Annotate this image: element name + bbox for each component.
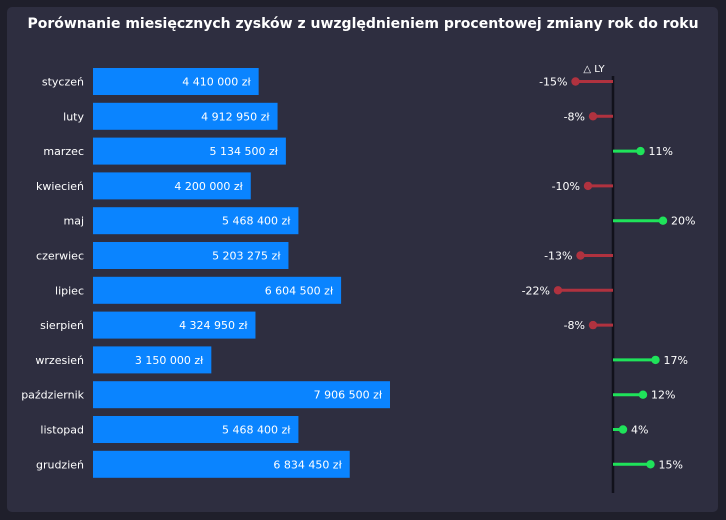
ly-change-point	[588, 320, 598, 330]
ly-change-point	[651, 355, 660, 365]
profit-bar-label: 7 906 500 zł	[314, 389, 383, 402]
ly-legend-label: △ LY	[583, 64, 605, 75]
ly-change-point	[571, 77, 580, 86]
category-label: lipiec	[55, 284, 84, 297]
profit-bar	[93, 102, 278, 130]
profit-bar-label: 5 134 500 zł	[209, 145, 278, 158]
ly-change-point	[618, 425, 628, 434]
ly-change-label: -8%	[564, 319, 585, 332]
profit-bar	[93, 311, 256, 339]
category-label: maj	[63, 215, 84, 228]
category-label: grudzień	[36, 458, 84, 471]
ly-change-point	[588, 112, 598, 121]
chart-title: Porównanie miesięcznych zysków z uwzględ…	[27, 16, 699, 32]
category-label: listopad	[40, 424, 84, 437]
ly-change-label: 17%	[664, 354, 688, 367]
profit-bar-label: 6 834 450 zł	[273, 458, 342, 471]
ly-change-point	[576, 251, 585, 260]
category-label: luty	[63, 110, 84, 123]
ly-change-label: -10%	[552, 180, 580, 193]
ly-change-label: 15%	[659, 458, 683, 471]
profit-bar	[93, 381, 390, 409]
profit-bar-label: 5 468 400 zł	[222, 215, 291, 228]
ly-change-label: -15%	[539, 76, 567, 89]
profit-bar-label: 6 604 500 zł	[265, 284, 334, 297]
profit-bar-label: 5 203 275 zł	[212, 250, 281, 263]
profit-bar-label: 4 200 000 zł	[174, 180, 243, 193]
profit-bar	[93, 346, 212, 374]
category-label: wrzesień	[35, 354, 84, 367]
category-label: kwiecień	[36, 180, 84, 193]
profit-bar	[93, 450, 350, 478]
ly-change-label: -22%	[522, 284, 550, 297]
profit-bar	[93, 207, 299, 235]
profit-bar-label: 4 324 950 zł	[179, 319, 248, 332]
profit-bar	[93, 416, 299, 443]
ly-change-point	[658, 216, 668, 225]
category-label: czerwiec	[36, 250, 84, 263]
profit-bar	[93, 276, 342, 304]
ly-change-label: 11%	[649, 145, 673, 158]
category-label: styczeń	[42, 76, 84, 89]
ly-change-label: -13%	[544, 250, 572, 263]
ly-change-label: 20%	[671, 215, 695, 228]
ly-change-point	[583, 181, 593, 191]
profit-bar-label: 5 468 400 zł	[222, 424, 291, 437]
ly-change-point	[638, 390, 648, 399]
profit-bar-label: 4 410 000 zł	[182, 76, 251, 89]
category-label: październik	[21, 389, 84, 402]
profit-bar-label: 3 150 000 zł	[135, 354, 204, 367]
profit-bar	[93, 172, 251, 200]
ly-change-label: 4%	[631, 424, 648, 437]
ly-change-point	[646, 460, 655, 469]
ly-change-label: -8%	[564, 110, 585, 123]
profit-bar	[93, 68, 259, 95]
ly-change-point	[553, 286, 563, 295]
ly-change-point	[636, 146, 645, 156]
ly-change-label: 12%	[651, 389, 675, 402]
category-label: marzec	[43, 145, 84, 158]
profit-bar-label: 4 912 950 zł	[201, 110, 270, 123]
profit-bar	[93, 137, 286, 165]
profit-bar	[93, 242, 289, 269]
category-label: sierpień	[40, 319, 84, 332]
